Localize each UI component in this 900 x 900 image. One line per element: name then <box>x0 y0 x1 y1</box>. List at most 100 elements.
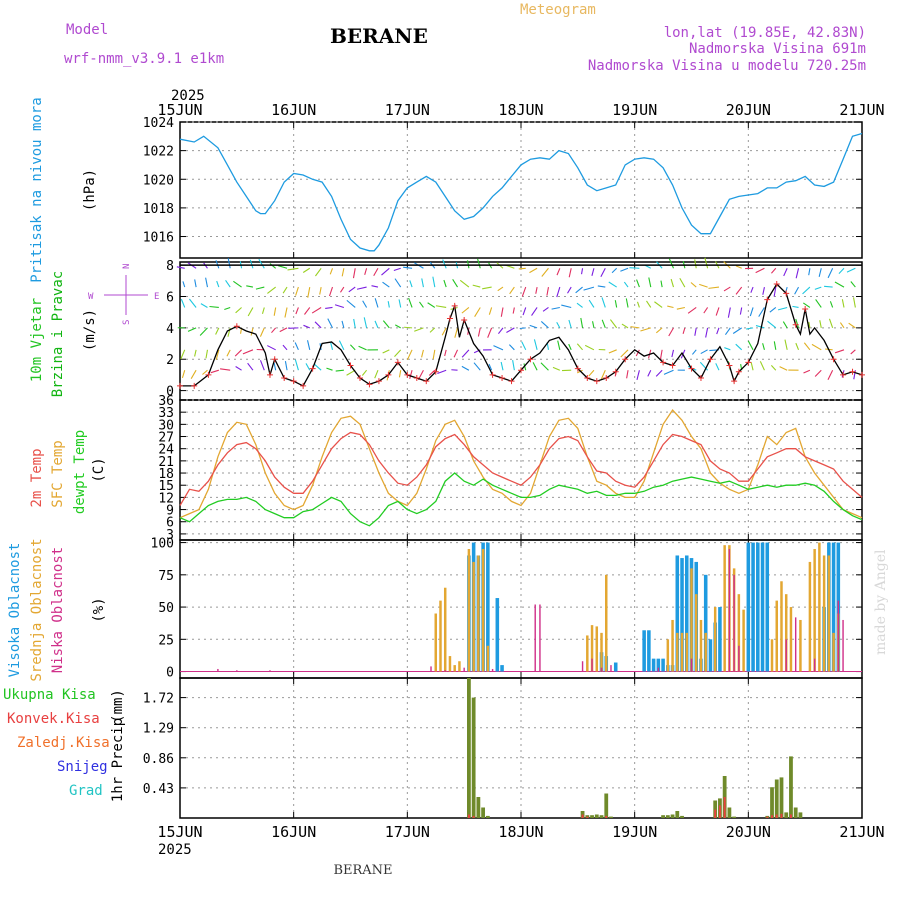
mid-cloud-bar <box>713 607 717 672</box>
mid-cloud-bar <box>453 665 456 672</box>
ylabel-precip-unit: (mm) <box>110 689 126 723</box>
wind-speed-marker <box>731 378 738 385</box>
wind-arrow <box>341 268 345 277</box>
total-precip-bar <box>798 812 803 818</box>
y-tick-label: 12 <box>158 491 174 506</box>
wind-arrow <box>180 349 186 360</box>
wind-arrow <box>349 344 356 351</box>
y-tick-label: 2 <box>166 353 174 368</box>
wind-arrow <box>623 281 629 288</box>
wind-arrow <box>381 267 390 276</box>
wind-arrow <box>802 286 811 295</box>
mid-cloud-bar <box>784 594 788 672</box>
conv-precip-bar <box>780 813 783 818</box>
wind-arrow <box>226 349 231 357</box>
wind-arrow <box>200 303 208 308</box>
high-cloud-bar <box>613 662 618 672</box>
wind-arrow <box>621 323 629 329</box>
wind-arrow <box>382 349 390 354</box>
low-cloud-bar <box>733 574 735 672</box>
high-cloud-bar <box>486 542 490 672</box>
conv-precip-bar <box>766 816 769 818</box>
wind-arrow <box>655 369 663 377</box>
mid-cloud-bar <box>737 594 741 672</box>
wind-arrow <box>646 300 652 308</box>
panel-precip: 0.43 0.86 1.29 1.72 <box>143 677 863 819</box>
wind-arrow <box>409 370 413 380</box>
conv-precip-bar <box>775 814 778 818</box>
total-precip-bar <box>599 815 604 818</box>
wind-arrow <box>521 286 527 297</box>
wind-speed-marker <box>773 280 780 287</box>
wind-speed-marker <box>413 375 420 382</box>
wind-arrow <box>421 278 424 288</box>
total-precip-bar <box>680 815 684 818</box>
mid-cloud-bar <box>671 619 674 672</box>
ylabel-wind-b: Brzina i Pravac <box>50 271 66 397</box>
wind-arrow <box>216 280 220 288</box>
wind-arrow <box>461 349 470 358</box>
wind-arrow <box>770 364 777 371</box>
wind-arrow <box>814 286 822 290</box>
wind-arrow <box>255 286 265 290</box>
total-precip-bar <box>670 814 675 818</box>
y-tick-label: 15 <box>158 479 174 494</box>
wind-arrow <box>295 286 299 296</box>
wind-arrow <box>609 319 618 329</box>
wind-arrow <box>529 324 538 329</box>
wind-arrow <box>852 297 856 308</box>
temp-2m-line <box>179 431 863 506</box>
y-tick-label: 1022 <box>143 145 174 160</box>
wind-arrow <box>567 286 572 294</box>
wind-arrow <box>269 263 277 269</box>
wind-arrow <box>682 327 686 334</box>
total-precip-bar <box>789 756 793 818</box>
wind-arrow <box>759 361 765 371</box>
wind-arrow <box>568 268 572 278</box>
low-cloud-bar <box>444 670 446 672</box>
wind-arrow <box>497 286 504 292</box>
wind-speed-marker <box>735 368 742 375</box>
low-cloud-bar <box>813 658 816 672</box>
wind-arrow <box>732 327 743 334</box>
wind-arrow <box>670 278 675 288</box>
wind-arrow <box>394 278 402 288</box>
wind-arrow <box>329 341 334 350</box>
wind-arrow <box>724 327 731 336</box>
wind-arrow <box>224 306 231 310</box>
wind-arrow <box>338 340 345 351</box>
wind-arrow <box>629 267 640 269</box>
wind-speed-marker <box>612 368 619 375</box>
wind-arrow <box>540 321 549 329</box>
total-precip-bar <box>476 797 481 818</box>
wind-arrow <box>387 301 390 308</box>
wind-arrow <box>533 339 538 350</box>
wind-arrow <box>608 281 617 288</box>
wind-speed-marker <box>792 321 799 328</box>
wind-arrow <box>284 307 288 318</box>
meteogram-title: Meteogram <box>520 2 596 18</box>
mid-cloud-bar <box>680 632 684 672</box>
mid-cloud-bar <box>799 619 802 672</box>
wind-arrow <box>592 321 595 328</box>
wind-arrow <box>233 280 242 288</box>
ylabel-wind-unit: (m/s) <box>82 309 98 351</box>
wind-arrow <box>584 344 595 351</box>
wind-arrow <box>699 361 709 371</box>
wind-arrow <box>597 285 606 288</box>
wind-arrow <box>699 283 708 288</box>
mid-cloud-bar <box>666 639 670 672</box>
wind-speed-marker <box>290 378 297 385</box>
mid-cloud-bar <box>780 581 783 672</box>
wind-arrow <box>358 345 367 351</box>
wind-arrow <box>818 268 822 277</box>
wind-arrow <box>827 268 834 279</box>
high-cloud-bar <box>751 542 755 672</box>
wind-arrow <box>749 307 754 317</box>
high-cloud-bar <box>647 630 651 672</box>
mid-cloud-bar <box>448 656 452 672</box>
wind-arrow <box>523 363 527 371</box>
wind-arrow <box>769 307 777 313</box>
y-tick-label: 1.29 <box>143 722 174 737</box>
wind-arrow <box>435 305 447 309</box>
